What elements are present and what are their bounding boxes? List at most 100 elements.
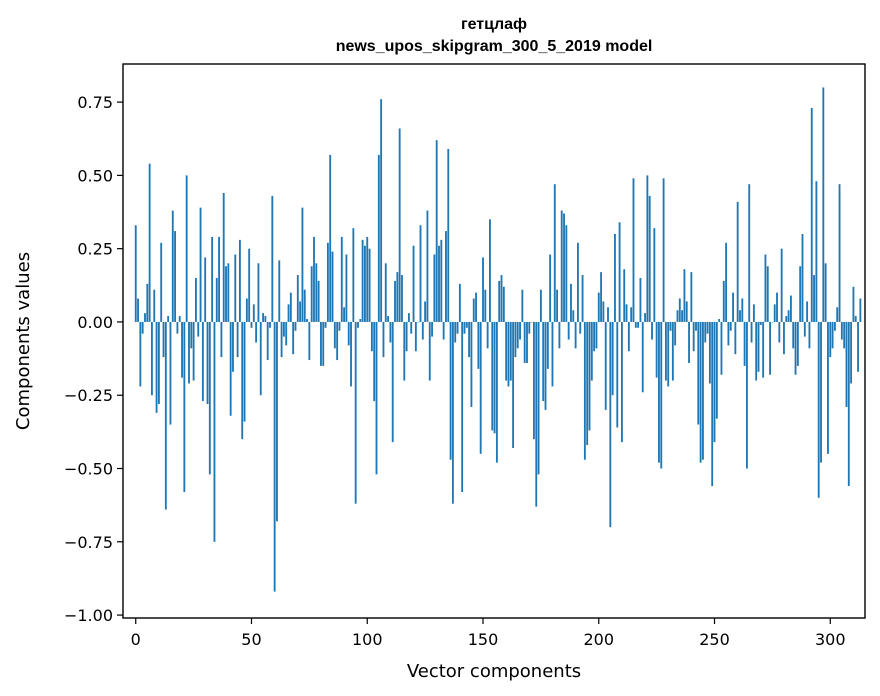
bar xyxy=(764,254,767,322)
y-axis: −1.00 −0.75 −0.50 −0.25 0.00 0.25 0.50 0.75 xyxy=(64,93,123,625)
bar xyxy=(560,210,563,322)
bar xyxy=(183,321,186,492)
bar xyxy=(646,175,649,322)
bar xyxy=(526,321,528,363)
bar xyxy=(489,219,491,322)
bar xyxy=(588,321,591,431)
bar xyxy=(331,251,334,322)
bar xyxy=(197,321,200,337)
bar xyxy=(755,321,758,381)
bar xyxy=(438,245,440,322)
bar xyxy=(762,321,765,378)
bar xyxy=(623,269,626,322)
bar xyxy=(468,321,471,358)
bar xyxy=(410,321,413,334)
bar xyxy=(715,321,718,419)
bar xyxy=(495,321,498,463)
bar xyxy=(401,275,403,322)
bar xyxy=(565,225,568,322)
bar xyxy=(664,321,667,381)
bar xyxy=(771,321,774,323)
bar xyxy=(787,310,790,322)
bar xyxy=(470,321,473,407)
bar xyxy=(266,321,269,361)
bar xyxy=(155,321,158,413)
bar xyxy=(674,321,677,346)
bar xyxy=(570,283,572,322)
bar xyxy=(350,321,352,387)
bar xyxy=(590,321,593,381)
bar xyxy=(542,321,545,402)
bar xyxy=(190,321,193,349)
bar xyxy=(759,321,762,325)
bar xyxy=(442,321,445,340)
bars-group xyxy=(134,87,862,592)
bar xyxy=(472,298,475,322)
bar xyxy=(711,321,714,487)
bar xyxy=(421,321,424,340)
bar xyxy=(658,321,660,463)
bar xyxy=(732,292,734,322)
bar xyxy=(644,313,646,322)
bar xyxy=(160,242,163,322)
bar xyxy=(766,266,769,322)
bar xyxy=(220,321,223,358)
bar xyxy=(299,301,302,322)
bar xyxy=(648,195,651,322)
bar xyxy=(618,222,621,322)
bar xyxy=(428,321,431,381)
bar xyxy=(329,154,332,322)
bar xyxy=(789,295,792,322)
bar xyxy=(403,321,406,381)
x-tick-label: 300 xyxy=(815,630,846,649)
bar xyxy=(287,304,290,322)
bar xyxy=(477,321,480,369)
bar xyxy=(366,236,369,322)
bar xyxy=(704,321,707,343)
bar xyxy=(306,319,308,322)
bar xyxy=(375,321,378,475)
bar xyxy=(195,277,197,322)
bar xyxy=(280,321,283,358)
bar xyxy=(322,321,325,366)
bar xyxy=(412,245,415,322)
bar xyxy=(822,87,825,322)
bar xyxy=(269,321,271,328)
bar xyxy=(690,272,693,322)
bar xyxy=(431,321,433,337)
bar xyxy=(178,316,181,322)
bar xyxy=(778,321,781,343)
bar xyxy=(164,321,167,510)
x-tick-label: 150 xyxy=(468,630,499,649)
bar xyxy=(238,239,241,322)
bar xyxy=(151,321,153,396)
bar xyxy=(188,321,190,384)
bar xyxy=(405,321,408,352)
bar xyxy=(313,236,315,322)
bar xyxy=(671,321,674,381)
bar xyxy=(137,298,139,322)
bar xyxy=(630,307,633,322)
bar xyxy=(354,321,357,504)
bar xyxy=(317,280,320,322)
x-tick-label: 100 xyxy=(352,630,383,649)
bar xyxy=(530,321,533,323)
x-axis-label: Vector components xyxy=(407,661,581,682)
bar xyxy=(146,283,149,322)
bar xyxy=(361,239,364,322)
bar xyxy=(702,321,704,460)
bar xyxy=(144,313,146,322)
bar xyxy=(852,286,855,322)
bar xyxy=(734,321,737,355)
bar xyxy=(370,321,373,352)
bar xyxy=(326,242,329,322)
bar xyxy=(461,321,464,492)
bar xyxy=(225,266,227,322)
bar xyxy=(134,225,137,322)
bar xyxy=(215,277,218,322)
bar xyxy=(632,178,635,322)
bar xyxy=(248,248,251,322)
bar xyxy=(486,321,489,349)
bar xyxy=(213,321,216,542)
